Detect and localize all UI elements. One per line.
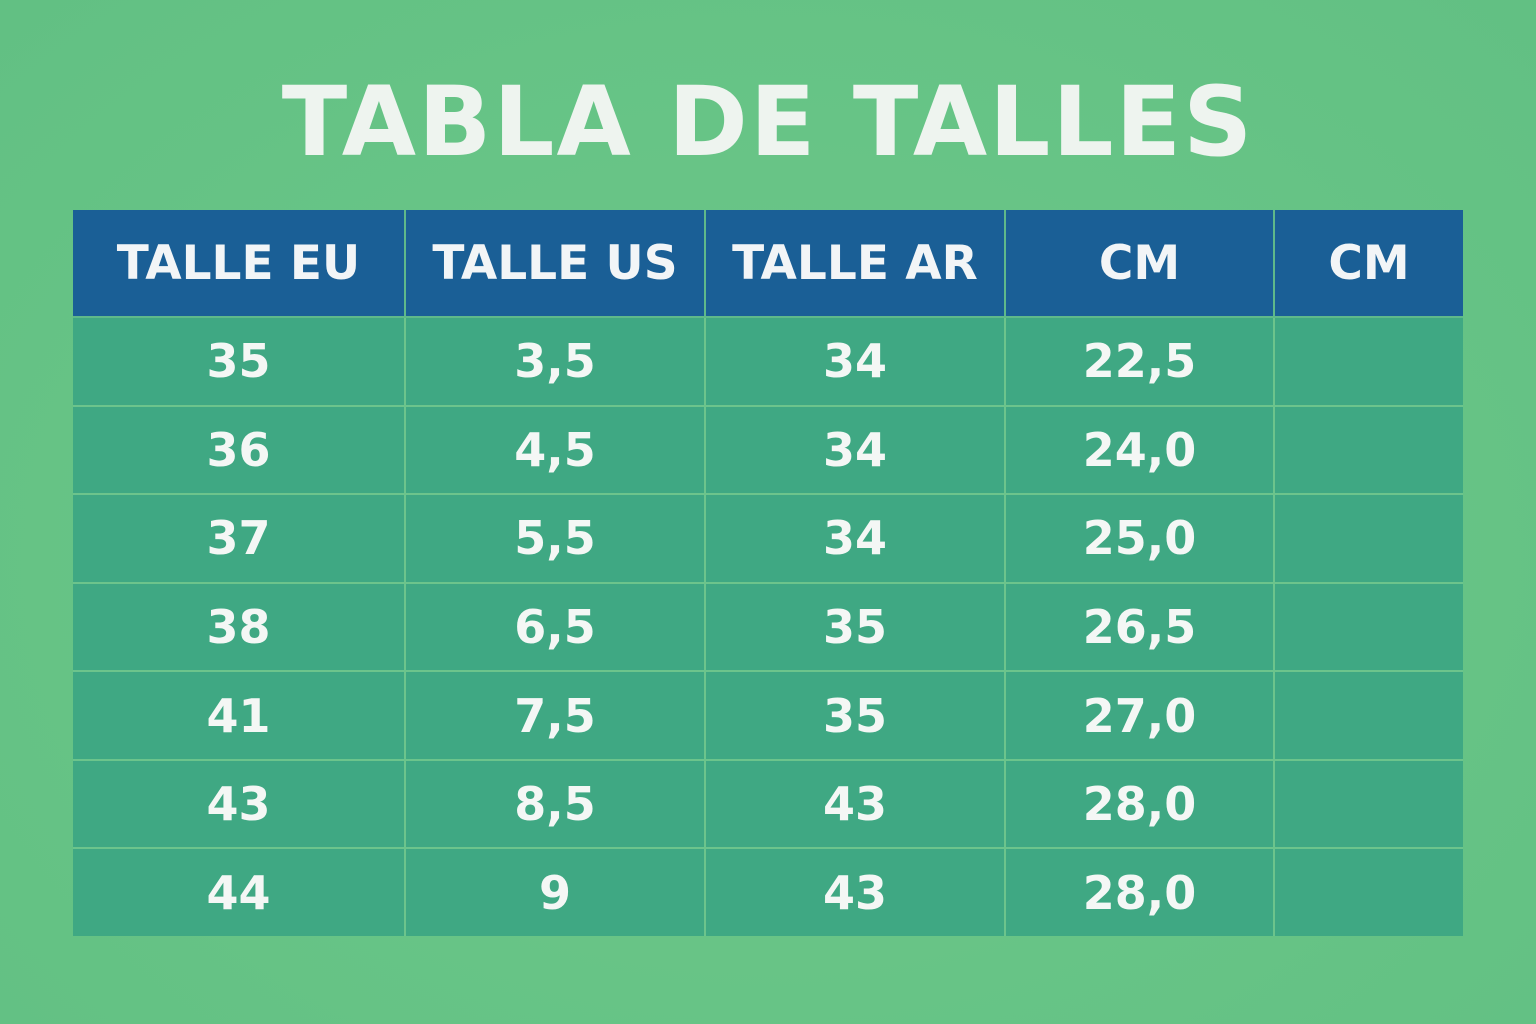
table-row: 36 4,5 34 24,0 [73, 404, 1463, 496]
cell-talle-us: 9 [404, 847, 706, 936]
cell-cm: 22,5 [1004, 316, 1275, 407]
cell-cm-2 [1273, 493, 1463, 584]
cell-talle-ar: 34 [704, 404, 1006, 496]
cell-talle-eu: 44 [73, 847, 406, 936]
cell-talle-ar: 35 [704, 581, 1006, 673]
cell-talle-us: 5,5 [404, 493, 706, 584]
cell-talle-eu: 43 [73, 758, 406, 850]
header-row: TALLE EU TALLE US TALLE AR CM CM [73, 210, 1463, 318]
cell-talle-ar: 34 [704, 493, 1006, 584]
header-talle-eu: TALLE EU [73, 210, 406, 318]
cell-talle-eu: 38 [73, 581, 406, 673]
cell-cm-2 [1273, 316, 1463, 407]
cell-talle-ar: 34 [704, 316, 1006, 407]
cell-cm: 28,0 [1004, 847, 1275, 936]
cell-talle-us: 7,5 [404, 670, 706, 761]
table-row: 41 7,5 35 27,0 [73, 670, 1463, 761]
cell-talle-eu: 37 [73, 493, 406, 584]
cell-cm: 28,0 [1004, 758, 1275, 850]
cell-cm-2 [1273, 670, 1463, 761]
header-cm-2: CM [1273, 210, 1463, 318]
table-row: 37 5,5 34 25,0 [73, 493, 1463, 584]
cell-talle-us: 4,5 [404, 404, 706, 496]
cell-talle-ar: 43 [704, 847, 1006, 936]
cell-talle-ar: 35 [704, 670, 1006, 761]
cell-cm: 26,5 [1004, 581, 1275, 673]
table-row: 43 8,5 43 28,0 [73, 758, 1463, 850]
cell-cm: 25,0 [1004, 493, 1275, 584]
header-talle-ar: TALLE AR [704, 210, 1006, 318]
cell-cm-2 [1273, 404, 1463, 496]
cell-cm: 27,0 [1004, 670, 1275, 761]
cell-talle-us: 3,5 [404, 316, 706, 407]
cell-cm: 24,0 [1004, 404, 1275, 496]
cell-talle-eu: 41 [73, 670, 406, 761]
cell-cm-2 [1273, 847, 1463, 936]
header-talle-us: TALLE US [404, 210, 706, 318]
cell-cm-2 [1273, 581, 1463, 673]
page-title: TABLA DE TALLES [281, 66, 1255, 178]
table-header: TALLE EU TALLE US TALLE AR CM CM [73, 210, 1463, 318]
table-row: 35 3,5 34 22,5 [73, 316, 1463, 407]
table-row: 44 9 43 28,0 [73, 847, 1463, 936]
cell-talle-us: 6,5 [404, 581, 706, 673]
cell-talle-eu: 36 [73, 404, 406, 496]
table-row: 38 6,5 35 26,5 [73, 581, 1463, 673]
cell-talle-us: 8,5 [404, 758, 706, 850]
table-body: 35 3,5 34 22,5 36 4,5 34 24,0 37 5,5 34 … [73, 316, 1463, 936]
cell-cm-2 [1273, 758, 1463, 850]
header-cm: CM [1004, 210, 1275, 318]
size-table: TALLE EU TALLE US TALLE AR CM CM 35 3,5 … [73, 210, 1463, 936]
cell-talle-ar: 43 [704, 758, 1006, 850]
cell-talle-eu: 35 [73, 316, 406, 407]
